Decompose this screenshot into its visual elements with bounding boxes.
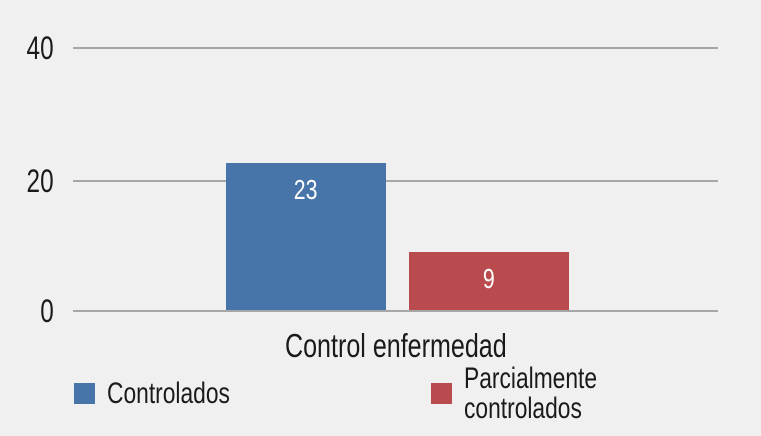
y-tick-0-label: 0 xyxy=(40,293,54,329)
y-tick-0: 0 xyxy=(0,295,54,327)
gridline-40 xyxy=(73,47,718,49)
y-tick-40-label: 40 xyxy=(26,30,54,66)
bar-parcialmente-controlados: 9 xyxy=(409,252,569,310)
legend-label-controlados: Controlados xyxy=(107,376,230,410)
legend-swatch-controlados xyxy=(74,383,95,404)
bar-controlados: 23 xyxy=(226,163,386,310)
legend-swatch-parcialmente xyxy=(431,383,452,404)
gridline-20 xyxy=(73,180,718,182)
legend-item-controlados: Controlados xyxy=(74,378,269,408)
y-tick-40: 40 xyxy=(0,32,54,64)
bar-value-label-controlados: 23 xyxy=(294,174,318,205)
y-tick-20: 20 xyxy=(0,165,54,197)
legend-item-parcialmente-controlados: Parcialmente controlados xyxy=(431,363,761,423)
bar-value-label-parcialmente: 9 xyxy=(483,263,495,294)
category-axis-label: Control enfermedad xyxy=(284,327,507,364)
y-tick-20-label: 20 xyxy=(26,163,54,199)
legend-label-parcialmente: Parcialmente controlados xyxy=(464,361,598,425)
gridline-0 xyxy=(73,310,718,312)
